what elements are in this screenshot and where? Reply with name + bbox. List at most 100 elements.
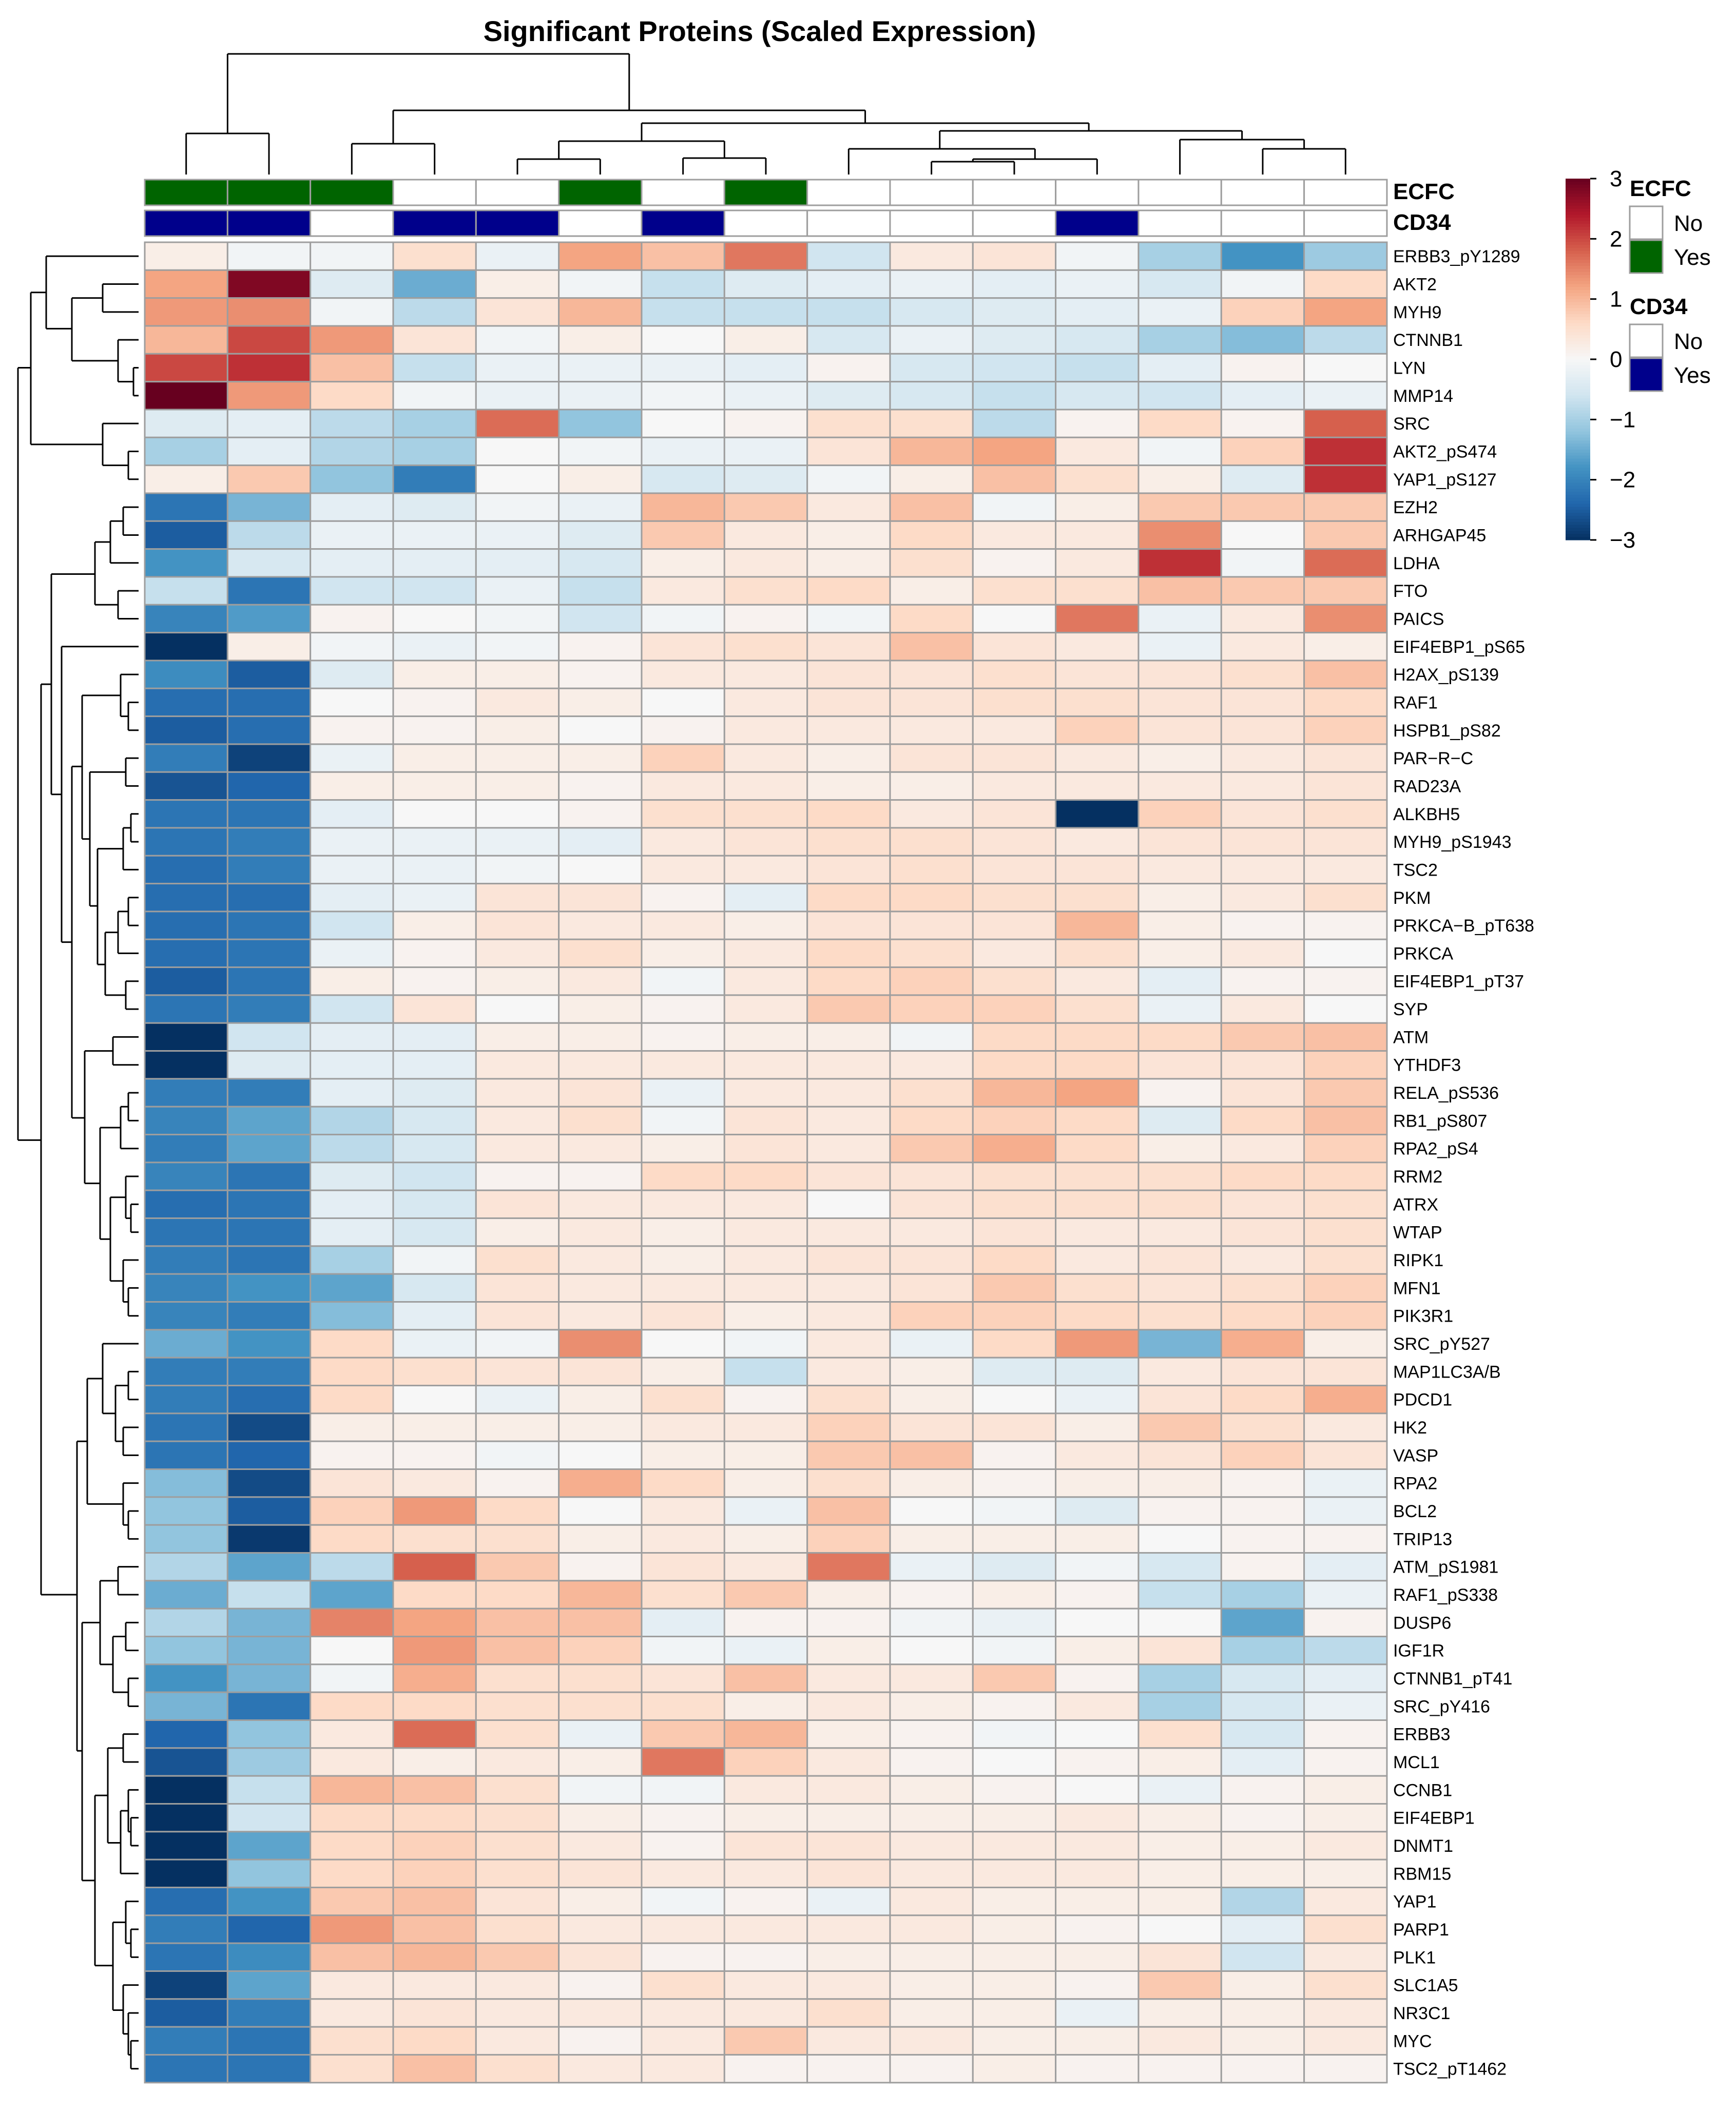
- heatmap-cell: [144, 1747, 228, 1777]
- colorbar-segment: [1566, 495, 1590, 498]
- row-label: PLK1: [1393, 1948, 1436, 1967]
- heatmap-cell: [1055, 632, 1140, 662]
- heatmap-cell: [723, 743, 808, 773]
- colorbar-segment: [1566, 452, 1590, 456]
- heatmap-cell: [1220, 687, 1305, 718]
- heatmap-cell: [392, 1078, 477, 1108]
- row-label: PIK3R1: [1393, 1307, 1453, 1326]
- heatmap-cell: [144, 1998, 228, 2028]
- row-label: MAP1LC3A/B: [1393, 1362, 1501, 1382]
- heatmap-cell: [889, 1329, 974, 1359]
- heatmap-cell: [310, 1886, 394, 1916]
- heatmap-cell: [889, 827, 974, 857]
- heatmap-cell: [1220, 715, 1305, 745]
- heatmap-cell: [1220, 1803, 1305, 1833]
- heatmap-cell: [1220, 576, 1305, 606]
- heatmap-cell: [972, 1329, 1057, 1359]
- heatmap-cell: [1055, 994, 1140, 1024]
- heatmap-cell: [310, 1831, 394, 1861]
- heatmap-cell: [889, 1273, 974, 1303]
- heatmap-cell: [144, 1803, 228, 1833]
- heatmap-cell: [1055, 1636, 1140, 1665]
- colorbar-segment: [1566, 507, 1590, 510]
- heatmap-cell: [641, 827, 725, 857]
- heatmap-cell: [392, 1858, 477, 1888]
- heatmap-cell: [1220, 1914, 1305, 1944]
- heatmap-cell: [641, 1914, 725, 1944]
- heatmap-cell: [392, 436, 477, 467]
- heatmap-cell: [392, 297, 477, 327]
- heatmap-cell: [641, 2026, 725, 2056]
- row-label: YTHDF3: [1393, 1056, 1461, 1075]
- annotation-cell: [310, 209, 394, 237]
- heatmap-cell: [1220, 2054, 1305, 2084]
- heatmap-cell: [641, 325, 725, 355]
- colorbar-segment: [1566, 338, 1590, 342]
- heatmap-cell: [310, 1552, 394, 1582]
- annotation-cell: [806, 209, 891, 237]
- heatmap-cell: [310, 464, 394, 494]
- heatmap-cell: [641, 855, 725, 885]
- heatmap-cell: [558, 827, 643, 857]
- heatmap-cell: [310, 269, 394, 299]
- heatmap-cell: [1137, 1636, 1222, 1665]
- heatmap-cell: [392, 1719, 477, 1749]
- heatmap-cell: [392, 409, 477, 438]
- annotation-cell: [723, 209, 808, 237]
- colorbar-segment: [1566, 471, 1590, 474]
- heatmap-cell: [806, 1134, 891, 1164]
- colorbar-segment: [1566, 368, 1590, 372]
- heatmap-cell: [1137, 883, 1222, 913]
- heatmap-cell: [641, 1273, 725, 1303]
- heatmap-cell: [144, 883, 228, 913]
- heatmap-cell: [1137, 715, 1222, 745]
- colorbar-segment: [1566, 482, 1590, 486]
- colorbar-tick-label: −1: [1610, 407, 1635, 432]
- heatmap-cell: [392, 966, 477, 996]
- colorbar-segment: [1566, 503, 1590, 508]
- heatmap-cell: [226, 1942, 312, 1972]
- heatmap-cell: [806, 1106, 891, 1136]
- row-label: RAF1_pS338: [1393, 1585, 1498, 1605]
- heatmap-cell: [806, 1719, 891, 1749]
- heatmap-cell: [1220, 911, 1305, 940]
- heatmap-cell: [723, 409, 808, 438]
- heatmap-cell: [1055, 1050, 1140, 1080]
- row-label: RELA_pS536: [1393, 1083, 1499, 1103]
- heatmap-cell: [889, 1078, 974, 1108]
- row-label: ALKBH5: [1393, 805, 1460, 824]
- heatmap-cell: [226, 464, 312, 494]
- heatmap-cell: [641, 604, 725, 634]
- row-label: RRM2: [1393, 1167, 1442, 1187]
- heatmap-cell: [1220, 353, 1305, 383]
- row-label: BCL2: [1393, 1502, 1437, 1521]
- heatmap-cell: [641, 1050, 725, 1080]
- heatmap-cell: [723, 1608, 808, 1637]
- heatmap-cell: [889, 771, 974, 801]
- heatmap-cell: [226, 687, 312, 718]
- heatmap-cell: [1055, 1357, 1140, 1387]
- colorbar-tick-label: 0: [1610, 347, 1622, 372]
- heatmap-cell: [310, 1468, 394, 1498]
- heatmap-cell: [1220, 827, 1305, 857]
- heatmap-cell: [889, 1663, 974, 1693]
- row-label: TSC2_pT1462: [1393, 2060, 1507, 2079]
- heatmap-cell: [1055, 687, 1140, 718]
- heatmap-cell: [226, 1301, 312, 1331]
- colorbar-segment: [1566, 492, 1590, 495]
- heatmap-cell: [806, 1022, 891, 1052]
- heatmap-cell: [1055, 241, 1140, 271]
- colorbar-segment: [1566, 489, 1590, 492]
- heatmap-cell: [226, 1412, 312, 1442]
- heatmap-cell: [1303, 1942, 1388, 1972]
- heatmap-cell: [558, 325, 643, 355]
- heatmap-cell: [806, 325, 891, 355]
- heatmap-cell: [1220, 1301, 1305, 1331]
- colorbar-tick-label: 2: [1610, 226, 1622, 251]
- heatmap-cell: [310, 2054, 394, 2084]
- heatmap-cell: [972, 660, 1057, 689]
- heatmap-cell: [144, 1970, 228, 2000]
- heatmap-cell: [392, 520, 477, 550]
- heatmap-cell: [1055, 799, 1140, 829]
- heatmap-cell: [806, 1245, 891, 1275]
